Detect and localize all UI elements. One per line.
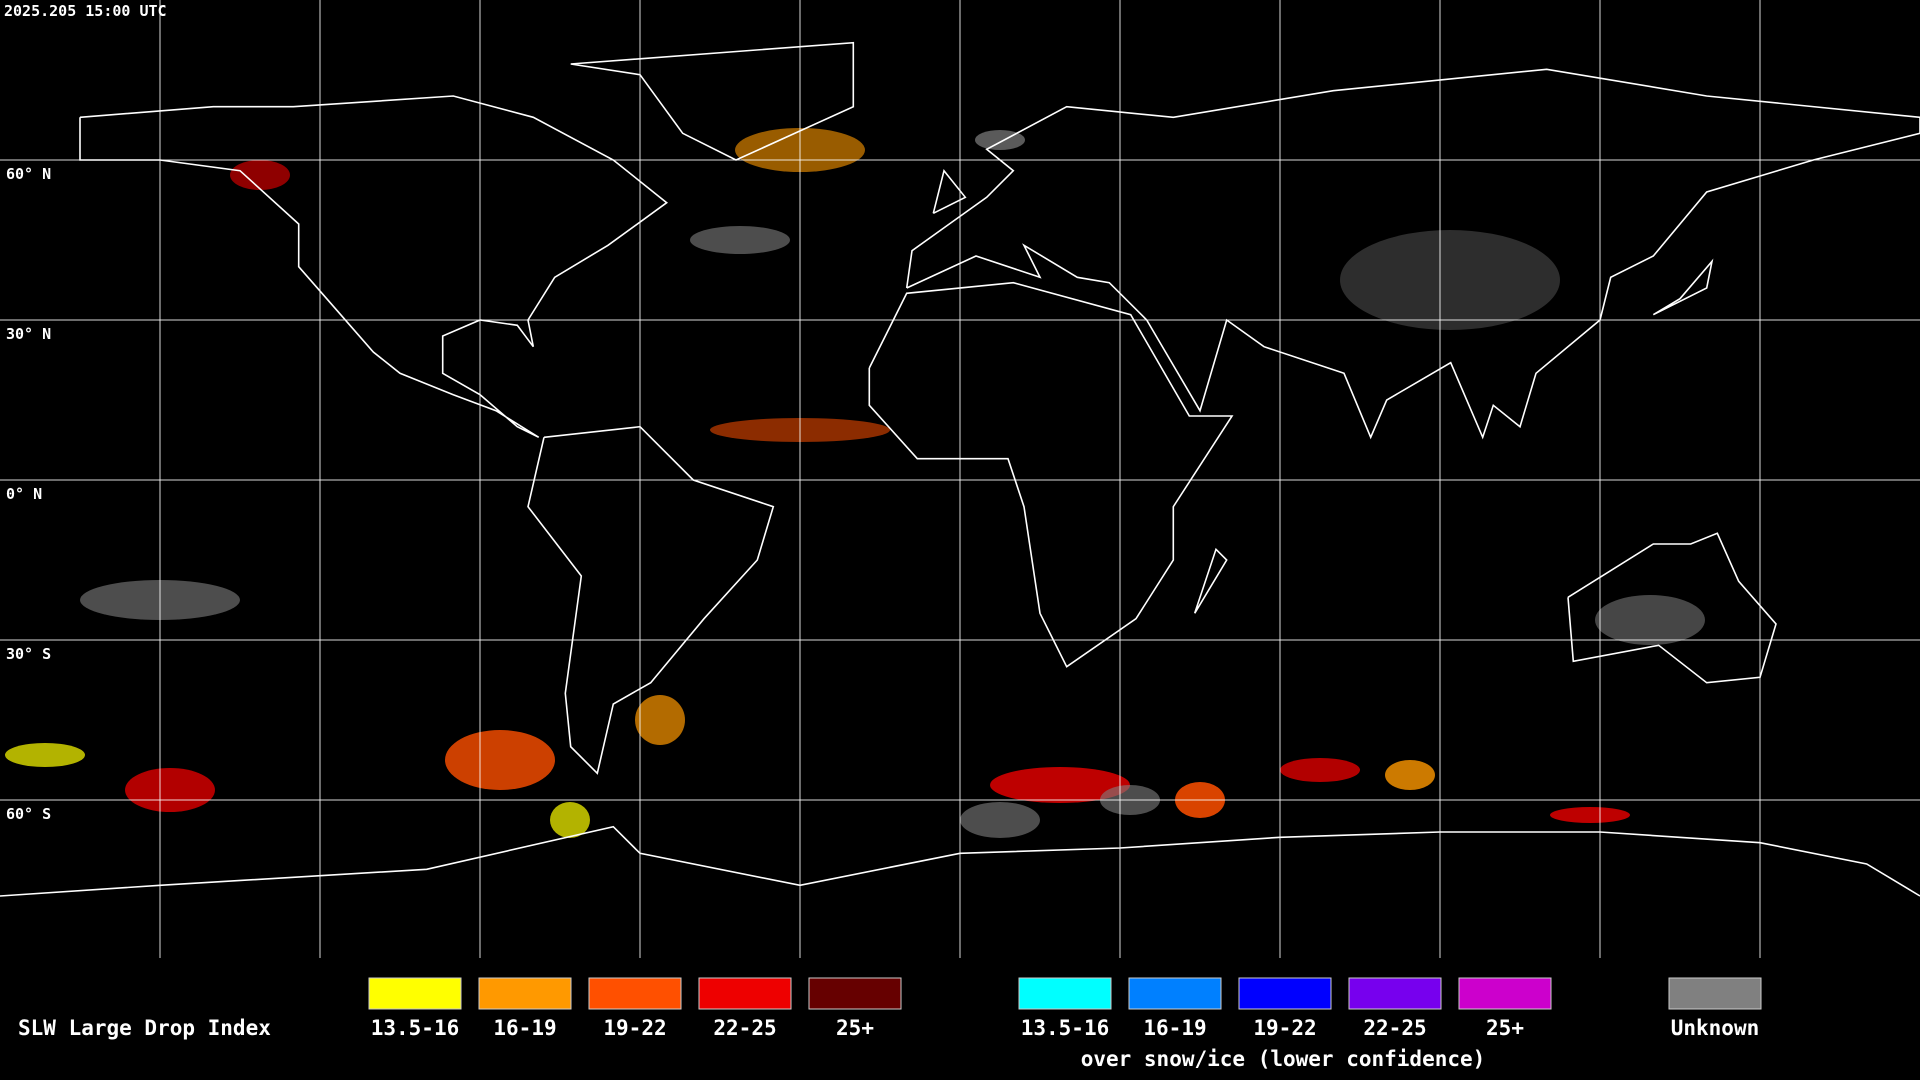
legend-label: 16-19	[493, 1016, 556, 1040]
legend-label: 25+	[836, 1016, 874, 1040]
coastline	[932, 168, 967, 215]
latitude-label: 60° N	[6, 165, 51, 183]
coastline	[0, 825, 1920, 897]
legend-label: 13.5-16	[371, 1016, 460, 1040]
legend-label: Unknown	[1671, 1016, 1760, 1040]
legend-swatch	[698, 977, 792, 1010]
legend-swatch	[1238, 977, 1332, 1010]
coastline	[1567, 532, 1777, 684]
coastline	[1652, 258, 1714, 316]
legend-title: SLW Large Drop Index	[18, 1016, 271, 1040]
map: 60° N 30° N 0° N 30° S 60° S	[0, 0, 1920, 958]
legend-swatch	[368, 977, 462, 1010]
patch	[445, 730, 555, 790]
legend-swatch	[1668, 977, 1762, 1010]
legend-label: 19-22	[1253, 1016, 1316, 1040]
legend-label: 19-22	[603, 1016, 666, 1040]
patch	[635, 695, 685, 745]
legend-swatch	[1018, 977, 1112, 1010]
coastline	[79, 95, 669, 439]
patch	[690, 226, 790, 254]
legend-caption: over snow/ice (lower confidence)	[1081, 1047, 1486, 1071]
patch	[550, 802, 590, 838]
coastline	[905, 68, 1920, 440]
timestamp: 2025.205 15:00 UTC	[4, 2, 167, 20]
patch	[230, 160, 290, 190]
legend-swatch	[588, 977, 682, 1010]
patch	[1340, 230, 1560, 330]
patch	[960, 802, 1040, 838]
patch	[125, 768, 215, 812]
legend-label: 16-19	[1143, 1016, 1206, 1040]
legend-background	[0, 958, 1920, 1080]
patch	[1280, 758, 1360, 782]
latitude-label: 60° S	[6, 805, 51, 823]
patch	[1595, 595, 1705, 645]
legend-swatch	[478, 977, 572, 1010]
latitude-label: 30° S	[6, 645, 51, 663]
patch	[990, 767, 1130, 803]
coastline	[868, 281, 1234, 668]
legend-label: 22-25	[713, 1016, 776, 1040]
legend-label: 13.5-16	[1021, 1016, 1110, 1040]
coastline	[527, 425, 775, 775]
legend-label: 22-25	[1363, 1016, 1426, 1040]
latitude-label: 30° N	[6, 325, 51, 343]
coastline	[1193, 547, 1228, 614]
latitude-label: 0° N	[6, 485, 42, 503]
legend-swatch	[1128, 977, 1222, 1010]
legend-label: 25+	[1486, 1016, 1524, 1040]
patch	[1385, 760, 1435, 790]
legend-swatch	[1458, 977, 1552, 1010]
cloud-patches	[5, 128, 1705, 838]
patch	[5, 743, 85, 767]
patch	[1550, 807, 1630, 823]
legend-swatch	[1348, 977, 1442, 1010]
legend-swatch	[808, 977, 902, 1010]
